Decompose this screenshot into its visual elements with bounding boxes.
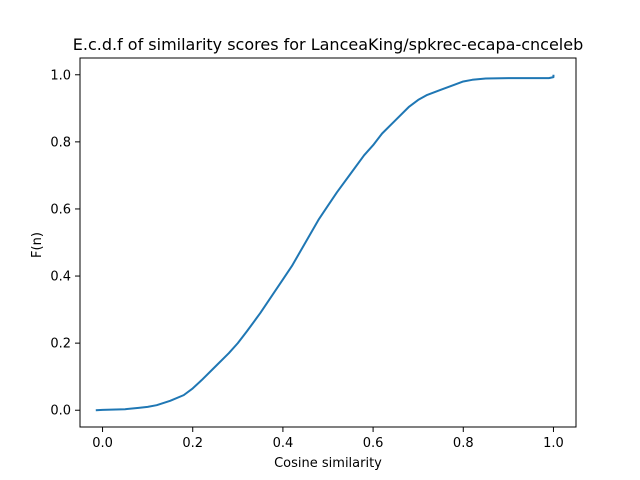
y-tick-label: 0.6 xyxy=(50,202,71,217)
chart-title: E.c.d.f of similarity scores for LanceaK… xyxy=(73,35,584,54)
x-tick-label: 0.6 xyxy=(363,436,384,451)
plot-area xyxy=(79,57,577,428)
x-axis-label: Cosine similarity xyxy=(274,456,382,471)
x-tick-label: 0.8 xyxy=(453,436,474,451)
y-tick-label: 0.0 xyxy=(50,404,71,419)
x-tick-label: 1.0 xyxy=(543,436,564,451)
y-tick-label: 0.4 xyxy=(50,270,71,285)
x-axis-ticks: 0.0 0.2 0.4 0.6 0.8 1.0 xyxy=(92,427,564,451)
y-axis-label: F(n) xyxy=(30,232,45,258)
x-tick-label: 0.2 xyxy=(182,436,203,451)
ecdf-series-line-0 xyxy=(95,74,555,412)
y-tick-label: 0.8 xyxy=(50,135,71,150)
y-axis-ticks: 0.0 0.2 0.4 0.6 0.8 1.0 xyxy=(50,68,80,419)
x-tick-label: 0.0 xyxy=(92,436,113,451)
y-tick-label: 0.2 xyxy=(50,337,71,352)
axes-frame xyxy=(79,57,577,428)
y-tick-label: 1.0 xyxy=(50,68,71,83)
x-tick-label: 0.4 xyxy=(273,436,294,451)
